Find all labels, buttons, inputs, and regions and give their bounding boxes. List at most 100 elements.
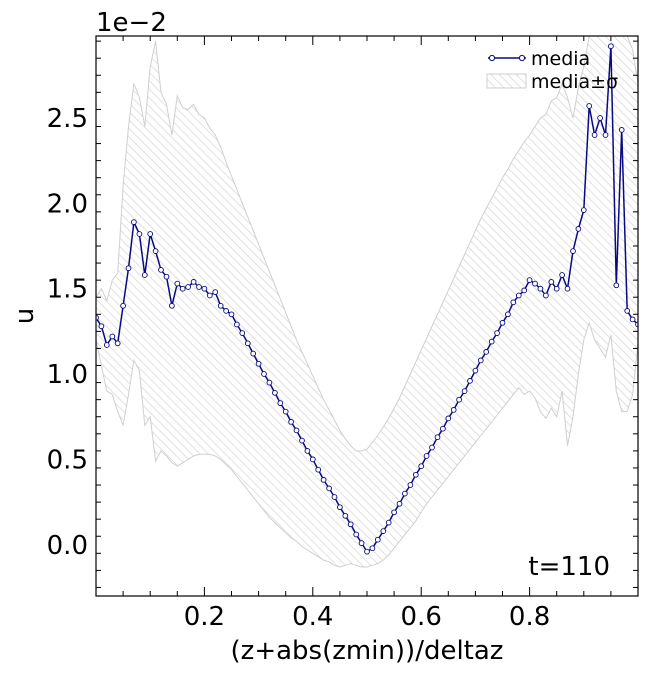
data-point — [613, 282, 620, 289]
data-point — [179, 285, 186, 292]
data-point — [320, 477, 327, 483]
data-point — [423, 453, 430, 459]
data-point — [412, 471, 419, 478]
legend-marker-right — [518, 54, 526, 62]
data-point — [337, 504, 343, 511]
legend-label-media: media — [531, 48, 590, 70]
data-point — [450, 407, 457, 413]
data-point — [505, 311, 511, 318]
data-point — [120, 302, 126, 309]
data-point — [169, 302, 175, 309]
data-point — [526, 277, 533, 283]
data-point — [250, 350, 257, 357]
data-point — [548, 279, 555, 285]
data-point — [537, 285, 544, 292]
data-point — [608, 43, 614, 50]
data-point — [488, 338, 495, 345]
data-point — [282, 408, 289, 415]
data-point — [477, 357, 484, 364]
x-tick-label: 0.6 — [401, 602, 442, 632]
data-point — [196, 284, 202, 290]
data-point — [407, 482, 414, 488]
data-point — [570, 248, 576, 254]
data-point — [445, 415, 452, 422]
data-point — [331, 494, 338, 500]
data-point — [147, 231, 154, 237]
offset-label: 1e−2 — [96, 8, 167, 38]
data-point — [342, 512, 349, 519]
data-point — [472, 367, 479, 374]
data-point — [185, 284, 191, 290]
data-point — [174, 280, 181, 287]
data-point — [326, 485, 332, 492]
data-point — [114, 340, 121, 347]
data-point — [434, 434, 441, 441]
data-point — [499, 319, 506, 326]
data-point — [618, 127, 625, 133]
x-tick-label: 0.4 — [292, 602, 333, 632]
data-point — [629, 316, 636, 323]
data-point — [125, 265, 132, 272]
data-point — [288, 419, 294, 425]
data-point — [261, 371, 267, 377]
data-point — [380, 528, 387, 534]
x-axis-label: (z+abs(zmin))/deltaz — [231, 636, 504, 666]
data-point — [515, 292, 522, 299]
y-tick-label: 0.5 — [47, 445, 88, 475]
legend-marker-left — [488, 54, 496, 62]
data-point — [201, 285, 208, 292]
data-point — [309, 456, 316, 463]
data-point — [299, 437, 305, 444]
data-point — [103, 342, 110, 348]
data-point — [223, 308, 229, 314]
data-point — [109, 333, 116, 340]
time-annotation: t=110 — [528, 552, 610, 582]
y-tick-label: 2.0 — [47, 189, 88, 219]
y-tick-label: 2.5 — [47, 104, 88, 134]
data-point — [532, 280, 538, 287]
data-point — [510, 299, 517, 306]
data-point — [272, 389, 278, 396]
data-point — [152, 248, 159, 254]
data-point — [141, 272, 148, 278]
legend-band-swatch — [486, 73, 527, 89]
data-point — [293, 427, 300, 434]
data-point — [591, 132, 598, 138]
data-point — [136, 231, 143, 237]
data-point — [315, 466, 322, 473]
legend: media media±σ — [486, 48, 618, 93]
data-point — [429, 444, 435, 451]
data-point — [266, 379, 273, 386]
data-point — [304, 448, 311, 454]
data-point — [543, 292, 549, 299]
y-axis-label: u — [10, 308, 40, 324]
data-point — [234, 321, 240, 328]
data-point — [239, 330, 246, 336]
data-point — [131, 219, 137, 225]
data-point — [597, 115, 603, 121]
data-point — [277, 400, 284, 406]
x-tick-label: 0.2 — [184, 602, 225, 632]
data-point — [374, 536, 381, 543]
data-point — [212, 289, 219, 295]
data-point — [396, 500, 403, 507]
data-point — [347, 521, 354, 528]
data-point — [521, 287, 528, 294]
data-point — [564, 285, 571, 292]
data-point — [358, 540, 365, 546]
x-tick-label: 0.8 — [509, 602, 550, 632]
y-tick-label: 0.0 — [47, 531, 88, 561]
data-point — [385, 519, 392, 526]
data-point — [440, 425, 446, 432]
data-point — [402, 490, 408, 497]
data-point — [244, 340, 251, 347]
data-point — [575, 226, 582, 232]
data-point — [206, 292, 213, 299]
data-point — [624, 308, 631, 314]
data-point — [559, 272, 565, 278]
legend-label-band: media±σ — [531, 71, 618, 93]
data-point — [158, 267, 164, 273]
data-point — [369, 545, 376, 552]
data-point — [483, 349, 490, 355]
